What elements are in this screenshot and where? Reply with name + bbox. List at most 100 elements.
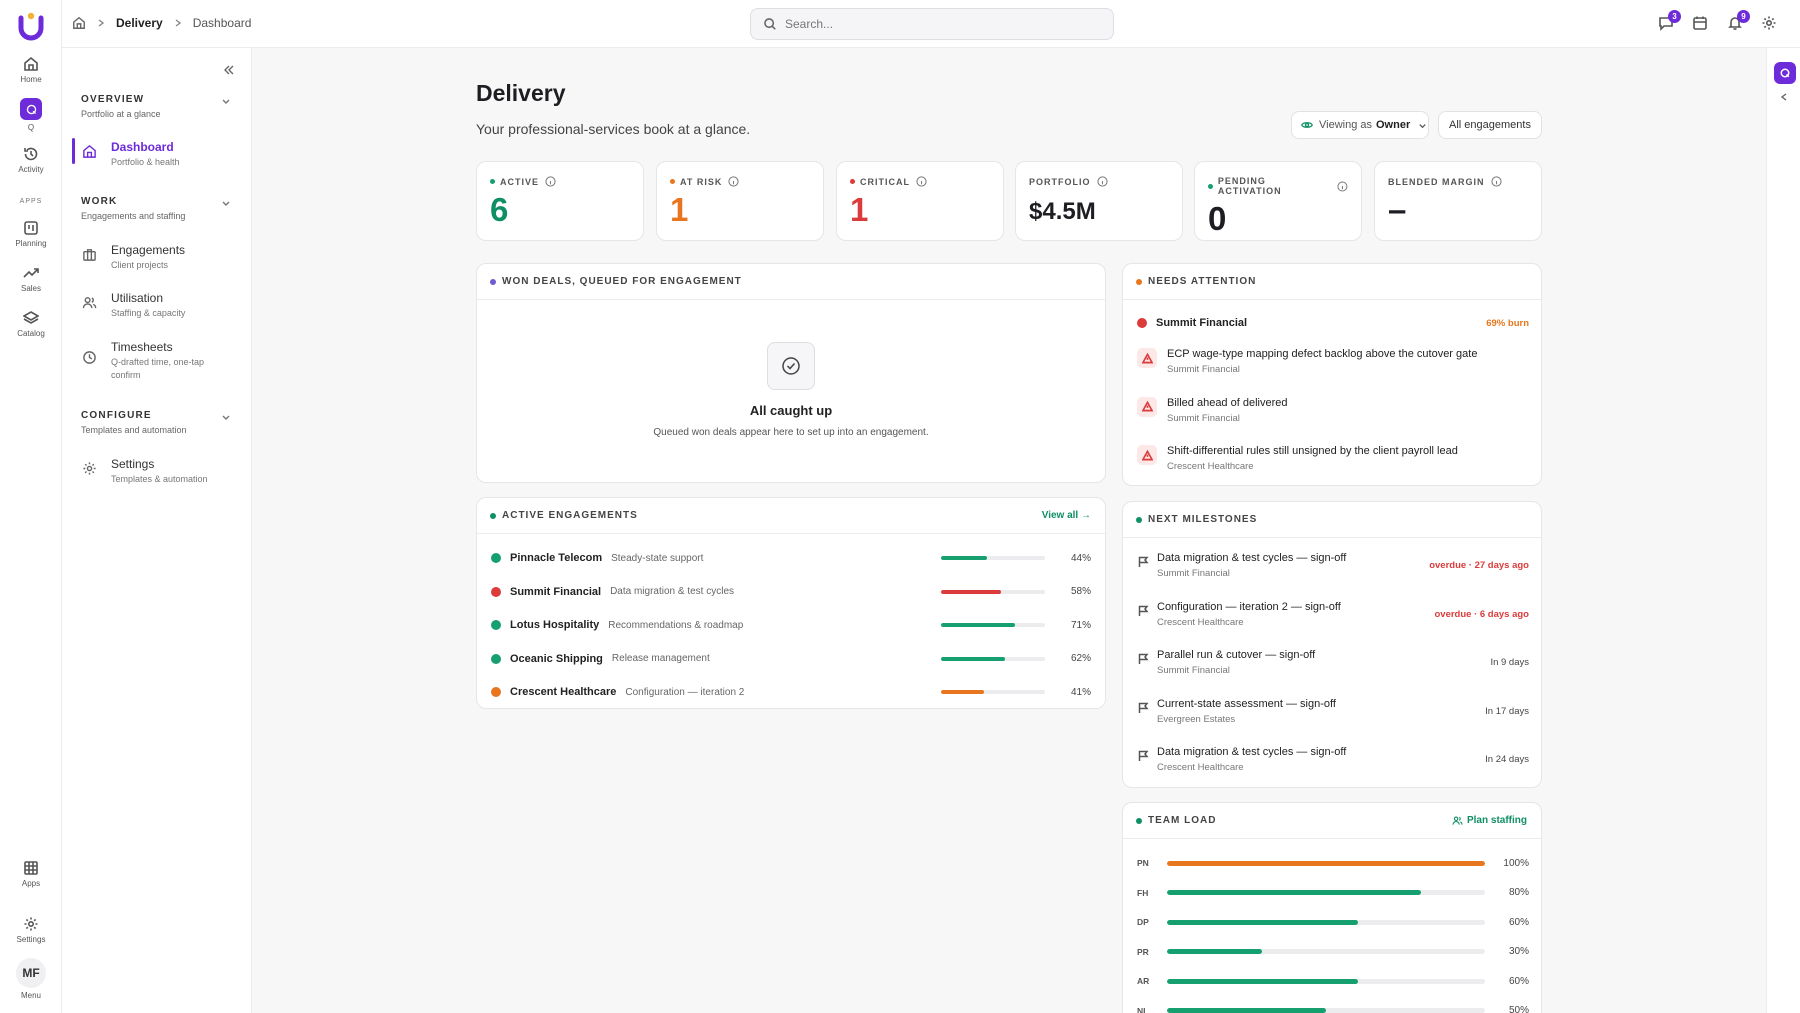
status-dot (1208, 183, 1213, 189)
attention-title: Billed ahead of delivered (1167, 396, 1288, 409)
engagement-row[interactable]: Lotus Hospitality Recommendations & roadm… (491, 615, 1091, 635)
rail-planning[interactable]: Planning (0, 220, 62, 248)
rail-apps[interactable]: Apps (0, 860, 62, 888)
trend-up-icon (23, 268, 39, 278)
kpi-value: 6 (490, 191, 509, 228)
kpi-card[interactable]: ACTIVE 6 (476, 161, 644, 241)
section-title: OVERVIEW (81, 94, 145, 105)
team-member-row[interactable]: PR 30% (1137, 944, 1529, 960)
breadcrumb: Delivery Dashboard (72, 16, 251, 30)
sidebar-section-work[interactable]: WORK Engagements and staffing (81, 196, 231, 221)
status-dot (490, 512, 496, 519)
chevron-left-icon[interactable] (1779, 92, 1789, 102)
calendar-icon (1693, 16, 1707, 30)
info-icon[interactable] (1490, 176, 1502, 187)
info-icon[interactable] (1096, 176, 1108, 187)
sidebar-section-overview[interactable]: OVERVIEW Portfolio at a glance (81, 94, 231, 119)
viewing-role: Owner (1376, 119, 1411, 131)
status-dot (1137, 318, 1147, 328)
q-assistant-icon (20, 98, 42, 120)
rail-q[interactable]: Q (0, 98, 62, 132)
team-member-row[interactable]: DP 60% (1137, 914, 1529, 930)
milestone-title: Current-state assessment — sign-off (1157, 697, 1336, 710)
chevron-down-icon (1419, 123, 1426, 128)
kpi-card[interactable]: BLENDED MARGIN – (1374, 161, 1542, 241)
view-all-link[interactable]: View all → (1041, 510, 1091, 521)
rail-sales[interactable]: Sales (0, 265, 62, 293)
status-dot (491, 687, 501, 697)
load-fill (1167, 919, 1358, 925)
progress-fill (941, 556, 987, 560)
kpi-card[interactable]: CRITICAL 1 (836, 161, 1004, 241)
sidebar-item-settings[interactable]: Settings Templates & automation (72, 457, 242, 486)
page-subtitle: Your professional-services book at a gla… (476, 121, 751, 137)
sidebar-item-sub: Templates & automation (111, 474, 208, 484)
rail-activity[interactable]: Activity (0, 146, 62, 174)
collapse-sidebar-icon[interactable] (223, 64, 235, 76)
q-assistant-button[interactable] (1774, 62, 1796, 84)
engagement-name: Summit Financial (510, 585, 602, 598)
layers-icon (23, 311, 39, 324)
notifications-button[interactable]: 9 (1727, 10, 1750, 33)
engagement-row[interactable]: Oceanic Shipping Release management 62% (491, 649, 1091, 669)
info-icon[interactable] (916, 176, 927, 187)
engagement-row[interactable]: Pinnacle Telecom Steady-state support 44% (491, 548, 1091, 568)
chevron-right-icon (98, 19, 105, 27)
load-bar (1167, 1008, 1485, 1013)
home-icon[interactable] (72, 16, 86, 30)
plan-staffing-link[interactable]: Plan staffing (1452, 815, 1527, 826)
progress-bar (941, 556, 1045, 560)
card-title: NEEDS ATTENTION (1148, 276, 1257, 287)
info-icon[interactable] (545, 176, 556, 187)
settings-button[interactable] (1761, 15, 1779, 33)
kpi-value: 0 (1208, 200, 1227, 237)
sidebar-item-engagements[interactable]: Engagements Client projects (72, 243, 242, 272)
member-initials: DP (1137, 917, 1149, 927)
sidebar-item-utilisation[interactable]: Utilisation Staffing & capacity (72, 291, 242, 320)
info-icon[interactable] (728, 176, 739, 187)
viewing-as-select[interactable]: Viewing as Owner (1291, 111, 1429, 139)
warning-icon (1137, 445, 1157, 465)
needs-attention-card: NEEDS ATTENTION Summit Financial 69% bur… (1122, 263, 1542, 486)
kpi-card[interactable]: PORTFOLIO $4.5M (1015, 161, 1183, 241)
rail-settings[interactable]: Settings (0, 916, 62, 944)
calendar-button[interactable] (1692, 15, 1710, 33)
team-member-row[interactable]: NI 50% (1137, 1003, 1529, 1013)
attention-title: Shift-differential rules still unsigned … (1167, 445, 1458, 457)
rail-home[interactable]: Home (0, 56, 62, 84)
clock-icon (83, 351, 96, 364)
rail-section-apps: APPS (19, 198, 43, 205)
assistant-rail (1766, 48, 1800, 1013)
kpi-card[interactable]: AT RISK 1 (656, 161, 824, 241)
sidebar-section-configure[interactable]: CONFIGURE Templates and automation (81, 410, 231, 435)
messages-button[interactable]: 3 (1658, 10, 1681, 33)
milestone-client: Crescent Healthcare (1157, 616, 1244, 628)
card-title: TEAM LOAD (1148, 815, 1217, 826)
search-input[interactable]: Search... (750, 8, 1114, 40)
team-member-row[interactable]: FH 80% (1137, 885, 1529, 901)
app-logo[interactable] (16, 8, 46, 42)
team-member-row[interactable]: PN 100% (1137, 855, 1529, 871)
all-engagements-button[interactable]: All engagements (1438, 111, 1542, 139)
team-member-row[interactable]: AR 60% (1137, 973, 1529, 989)
empty-state-text: Queued won deals appear here to set up i… (653, 427, 929, 438)
load-bar (1167, 949, 1485, 954)
status-dot (850, 179, 855, 184)
attention-client-row[interactable]: Summit Financial 69% burn (1137, 315, 1529, 331)
info-icon[interactable] (1337, 180, 1348, 192)
kpi-card[interactable]: PENDING ACTIVATION 0 (1194, 161, 1362, 241)
rail-catalog[interactable]: Catalog (0, 310, 62, 338)
engagement-row[interactable]: Crescent Healthcare Configuration — itera… (491, 682, 1091, 702)
rail-label: Sales (20, 284, 41, 293)
engagement-row[interactable]: Summit Financial Data migration & test cy… (491, 582, 1091, 602)
engagement-phase: Steady-state support (611, 552, 704, 564)
rail-label: Q (27, 123, 35, 132)
rail-menu[interactable]: MF Menu (0, 958, 62, 1000)
sidebar-item-dashboard[interactable]: Dashboard Portfolio & health (72, 138, 242, 169)
milestone-client: Summit Financial (1157, 665, 1230, 676)
engagement-name: Crescent Healthcare (510, 686, 617, 698)
rail-label: Menu (20, 991, 41, 1000)
sidebar-item-sub: Q-drafted time, one-tap confirm (111, 357, 205, 380)
sidebar-item-timesheets[interactable]: Timesheets Q-drafted time, one-tap confir… (72, 340, 242, 382)
breadcrumb-section[interactable]: Delivery (116, 16, 163, 30)
